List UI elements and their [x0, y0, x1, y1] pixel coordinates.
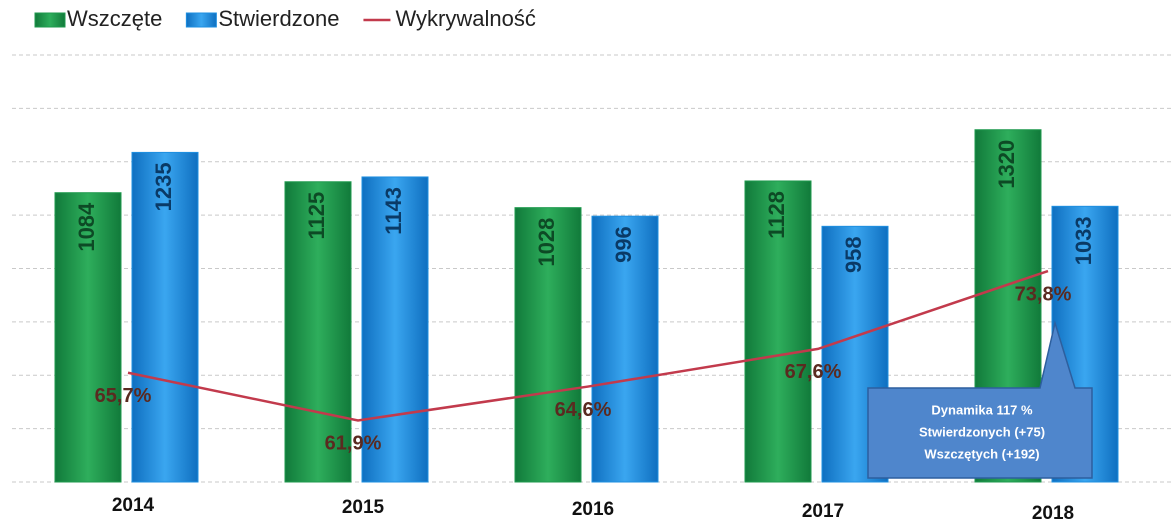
annotation-text: Wszczętych (+192) — [924, 446, 1039, 461]
line-value-label: 65,7% — [95, 385, 152, 407]
bar-value-label: 1033 — [1071, 216, 1096, 265]
bar-value-label: 1235 — [151, 162, 176, 211]
x-tick-label: 2018 — [1032, 503, 1074, 524]
bar-value-label: 1143 — [381, 187, 406, 235]
bar — [744, 180, 812, 483]
bar-value-label: 958 — [841, 236, 866, 273]
bar — [284, 181, 352, 483]
annotation-box: Dynamika 117 % Stwierdzonych (+75) Wszczęt… — [867, 320, 1093, 479]
bar — [514, 207, 582, 483]
x-tick-label: 2014 — [112, 495, 155, 516]
bar-value-label: 1028 — [534, 218, 559, 267]
bar — [361, 176, 429, 483]
bar — [54, 192, 122, 483]
x-tick-label: 2015 — [342, 497, 385, 518]
bar-value-label: 1320 — [994, 140, 1019, 189]
legend-swatch — [185, 12, 217, 28]
legend-label: Stwierdzone — [218, 6, 339, 31]
bar-value-label: 1128 — [764, 191, 789, 239]
line-value-label: 64,6% — [555, 399, 612, 421]
callout-shape — [867, 320, 1093, 479]
legend-label: Wykrywalność — [395, 6, 535, 31]
line — [127, 269, 1049, 422]
bar — [591, 215, 659, 483]
line-value-label: 73,8% — [1015, 283, 1072, 305]
x-tick-label: 2016 — [572, 499, 614, 520]
bar — [131, 151, 199, 483]
bar-value-label: 1084 — [74, 202, 99, 252]
annotation-text: Dynamika 117 % — [931, 402, 1033, 417]
bar-value-label: 996 — [611, 226, 636, 263]
annotation-text: Stwierdzonych (+75) — [919, 424, 1045, 439]
line-value-label: 67,6% — [785, 361, 842, 383]
legend-label: Wszczęte — [67, 6, 162, 31]
line-value-label: 61,9% — [325, 433, 382, 455]
legend-swatch — [34, 12, 66, 28]
x-tick-label: 2017 — [802, 501, 844, 522]
bar-value-label: 1125 — [304, 192, 329, 240]
